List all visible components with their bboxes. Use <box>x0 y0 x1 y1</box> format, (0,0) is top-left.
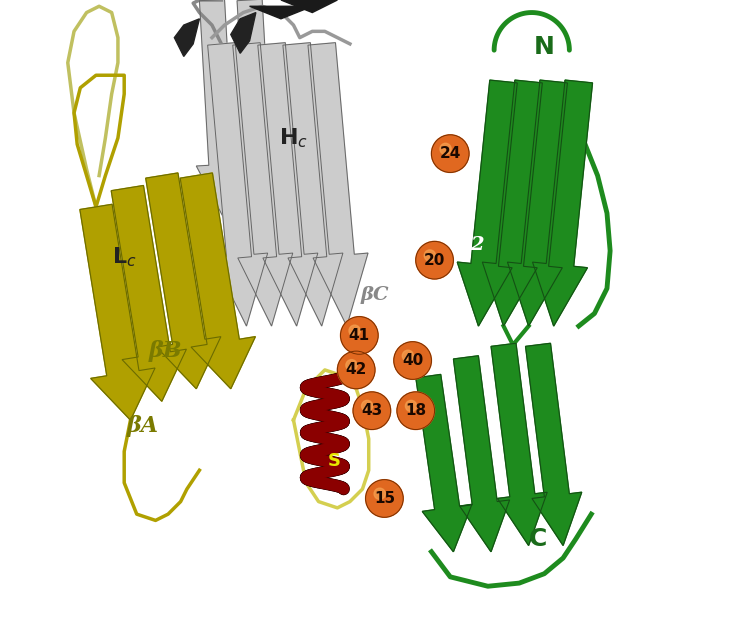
Circle shape <box>402 350 413 361</box>
Polygon shape <box>196 0 247 219</box>
Polygon shape <box>458 80 518 326</box>
Polygon shape <box>526 344 582 545</box>
Circle shape <box>416 241 453 279</box>
Polygon shape <box>80 204 155 420</box>
Text: βC: βC <box>361 286 389 303</box>
Polygon shape <box>508 80 568 326</box>
Text: 20: 20 <box>424 253 445 268</box>
Polygon shape <box>250 6 312 19</box>
Polygon shape <box>174 19 200 56</box>
Text: βA: βA <box>127 415 159 438</box>
Text: 43: 43 <box>362 403 382 418</box>
Circle shape <box>424 250 436 261</box>
Polygon shape <box>111 186 187 401</box>
Circle shape <box>340 317 378 354</box>
Polygon shape <box>258 43 318 326</box>
Text: 15: 15 <box>374 491 395 506</box>
Text: H$_c$: H$_c$ <box>279 126 308 150</box>
Circle shape <box>397 392 434 429</box>
Circle shape <box>374 488 386 499</box>
Text: 18: 18 <box>405 403 426 418</box>
Circle shape <box>431 135 469 172</box>
Text: S: S <box>328 452 340 470</box>
Text: L$_c$: L$_c$ <box>112 245 136 269</box>
Text: β2: β2 <box>459 236 485 253</box>
Text: 40: 40 <box>402 353 423 368</box>
Polygon shape <box>416 374 472 552</box>
Circle shape <box>338 351 375 389</box>
Polygon shape <box>283 43 343 326</box>
Text: C: C <box>529 527 548 551</box>
Polygon shape <box>180 173 256 389</box>
Circle shape <box>353 392 391 429</box>
Text: 24: 24 <box>440 146 461 161</box>
Circle shape <box>406 401 417 412</box>
Text: 42: 42 <box>346 362 367 377</box>
Polygon shape <box>482 80 542 326</box>
Polygon shape <box>231 13 256 53</box>
Polygon shape <box>208 43 268 326</box>
Circle shape <box>349 325 360 336</box>
Text: 41: 41 <box>349 328 370 343</box>
Polygon shape <box>281 0 338 13</box>
Circle shape <box>394 342 431 379</box>
Polygon shape <box>532 80 592 326</box>
Polygon shape <box>146 173 221 389</box>
Circle shape <box>365 480 404 517</box>
Polygon shape <box>308 43 368 326</box>
Text: βB: βB <box>148 340 182 362</box>
Circle shape <box>362 401 373 412</box>
Text: N: N <box>534 35 555 59</box>
Polygon shape <box>491 344 548 545</box>
Circle shape <box>346 360 357 371</box>
Polygon shape <box>232 43 292 326</box>
Polygon shape <box>454 356 509 552</box>
Polygon shape <box>234 0 284 219</box>
Circle shape <box>440 144 452 154</box>
